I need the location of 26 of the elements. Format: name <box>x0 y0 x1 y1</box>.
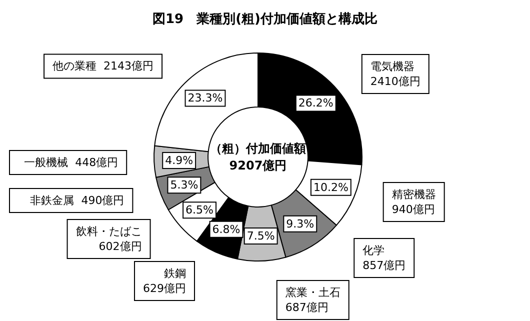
text: 26.2% <box>298 96 334 110</box>
text: 23.3% <box>188 92 223 105</box>
text: 7.5% <box>246 229 275 242</box>
data-label: 940億円 <box>392 203 435 216</box>
data-label: 602億円 <box>98 240 142 254</box>
slice-label: 他の業種 2143億円 <box>52 60 154 73</box>
slice-label: 鉄鋼 <box>164 267 186 280</box>
text: 5.3% <box>170 178 198 192</box>
data-label: 687億円 <box>285 301 328 314</box>
text: （粗）付加価値額 9207億円 <box>210 142 306 172</box>
text: 10.2% <box>313 180 348 194</box>
slice-label: 飲料・たばこ <box>76 225 142 238</box>
slice-label: 化学 <box>362 244 385 257</box>
data-label: 629億円 <box>143 282 186 296</box>
text: 6.8% <box>212 222 240 236</box>
data-label: 857億円 <box>362 259 406 272</box>
text: 4.9% <box>165 154 194 168</box>
text: 6.5% <box>186 204 214 217</box>
chart-title: 図19 業種別(粗)付加価値額と構成比 <box>152 11 378 27</box>
slice-label: 精密機器 <box>392 188 436 202</box>
slice-label: 一般機械 448億円 <box>24 156 118 169</box>
data-label: 2410億円 <box>370 74 420 88</box>
slice-label: 非鉄金属 490億円 <box>30 194 124 208</box>
text: 9.3% <box>286 217 314 230</box>
slice-label: 電気機器 <box>370 60 414 73</box>
slice-label: 窯業・土石 <box>285 286 340 299</box>
